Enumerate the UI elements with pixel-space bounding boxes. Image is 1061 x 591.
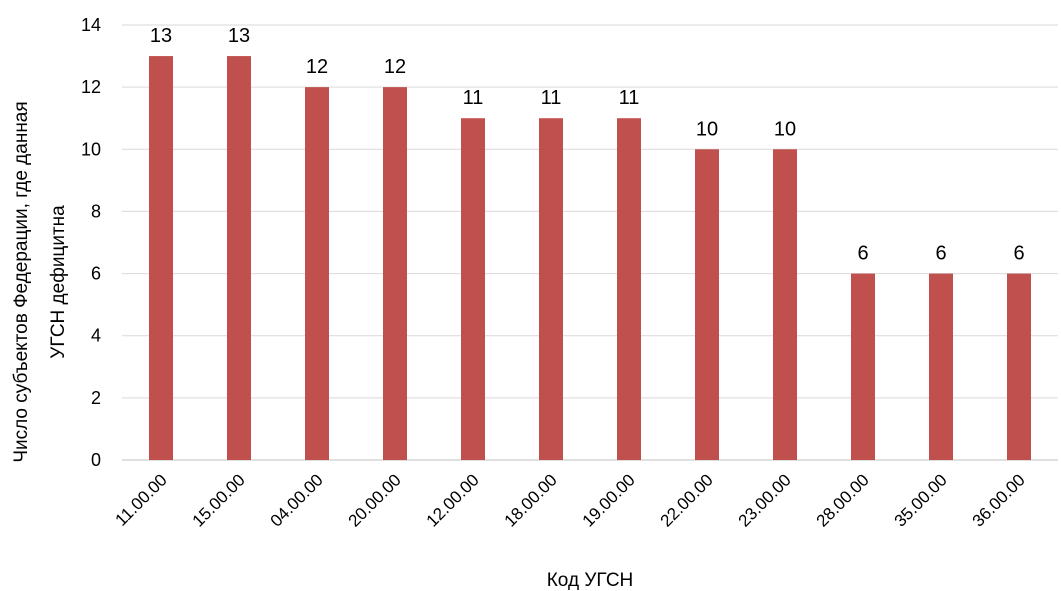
- y-tick-label: 12: [81, 77, 101, 97]
- bar: [305, 87, 329, 461]
- bar: [383, 87, 407, 461]
- x-tick-label: 20.00.00: [345, 470, 405, 530]
- data-label: 13: [150, 25, 172, 47]
- data-label: 6: [857, 243, 868, 265]
- x-tick-label: 18.00.00: [501, 470, 561, 530]
- bar: [773, 149, 797, 461]
- x-tick-label: 12.00.00: [423, 470, 483, 530]
- data-label: 10: [774, 118, 796, 140]
- y-tick-label: 8: [91, 201, 101, 221]
- data-label: 6: [935, 243, 946, 265]
- y-tick-label: 0: [91, 450, 101, 470]
- y-axis-title-line-2: УГСН дефицитна: [48, 205, 69, 359]
- x-tick-label: 22.00.00: [657, 470, 717, 530]
- bar: [1007, 273, 1031, 460]
- data-label: 6: [1013, 243, 1024, 265]
- data-label: 11: [619, 87, 640, 109]
- y-axis-ticks: 0 2 4 6 8 10 12 14: [81, 15, 101, 470]
- y-tick-label: 14: [81, 15, 101, 35]
- y-tick-label: 10: [81, 139, 101, 159]
- data-label: 10: [696, 118, 718, 140]
- data-label: 11: [463, 87, 484, 109]
- bar: [539, 118, 563, 460]
- data-label: 13: [228, 25, 250, 47]
- x-tick-label: 28.00.00: [813, 470, 873, 530]
- y-tick-label: 4: [91, 326, 101, 346]
- y-axis-title-line-1: Число субъектов Федерации, где данная: [11, 101, 32, 462]
- bar: [851, 273, 875, 460]
- data-label: 12: [384, 56, 406, 78]
- y-tick-label: 2: [91, 388, 101, 408]
- gridlines: [122, 24, 1058, 461]
- x-tick-label: 04.00.00: [267, 470, 327, 530]
- x-tick-label: 15.00.00: [189, 470, 249, 530]
- bar: [929, 273, 953, 460]
- y-tick-label: 6: [91, 264, 101, 284]
- x-tick-label: 35.00.00: [891, 470, 951, 530]
- data-label: 12: [306, 56, 328, 78]
- bar: [227, 56, 251, 460]
- bar: [617, 118, 641, 460]
- data-label: 11: [541, 87, 562, 109]
- x-tick-label: 23.00.00: [735, 470, 795, 530]
- bars: [149, 56, 1031, 461]
- bar: [695, 149, 719, 461]
- data-labels: 13 13 12 12 11 11 11 10 10 6 6 6: [150, 25, 1025, 265]
- bar: [149, 56, 173, 460]
- x-tick-label: 19.00.00: [579, 470, 639, 530]
- x-axis-title: Код УГСН: [547, 570, 634, 591]
- x-tick-label: 11.00.00: [111, 470, 170, 529]
- x-tick-label: 36.00.00: [969, 470, 1029, 530]
- x-axis-ticks: 11.00.00 15.00.00 04.00.00 20.00.00 12.00.00…: [111, 470, 1028, 530]
- bar: [461, 118, 485, 460]
